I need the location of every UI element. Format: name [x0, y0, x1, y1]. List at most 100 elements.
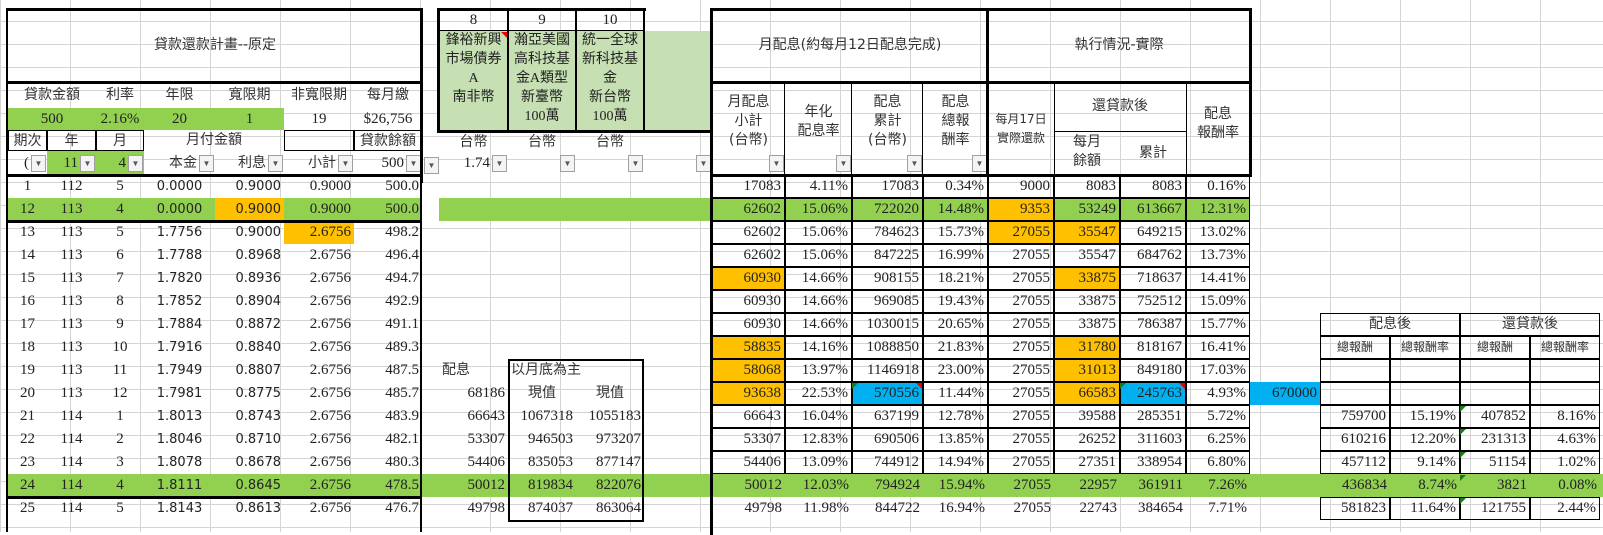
summary-cell[interactable]: 407852 [1460, 405, 1530, 428]
table-cell-m[interactable]: 11 [112, 362, 128, 378]
table-cell-rr[interactable]: 7.71% [1208, 500, 1247, 516]
summary-cell[interactable]: 610216 [1320, 428, 1390, 451]
table-cell-bal[interactable]: 478.5 [385, 477, 419, 493]
side-dividend[interactable]: 66643 [467, 408, 506, 424]
summary-cell[interactable] [1460, 382, 1530, 405]
table-cell-bal[interactable]: 482.1 [385, 431, 419, 447]
summary-cell[interactable]: 457112 [1320, 451, 1390, 474]
table-cell-rcum[interactable]: 613667 [1120, 198, 1186, 221]
table-cell-y[interactable]: 113 [60, 224, 83, 240]
table-cell-rep[interactable]: 27055 [1013, 477, 1052, 493]
table-cell-md[interactable]: 93638 [712, 382, 785, 405]
table-cell-tr[interactable]: 14.94% [923, 451, 988, 474]
summary-cell[interactable]: 759700 [1320, 405, 1390, 428]
table-cell-tr[interactable]: 11.44% [923, 382, 988, 405]
table-cell-cum[interactable]: 1088850 [852, 336, 923, 359]
summary-cell[interactable] [1320, 382, 1390, 405]
comment-marker-icon[interactable] [916, 383, 922, 389]
dividend-filter-dropdown[interactable]: ▼ [972, 155, 987, 172]
table-cell-md[interactable]: 60930 [712, 267, 785, 290]
table-cell-rem[interactable]: 31013 [1054, 359, 1120, 382]
comment-marker-icon[interactable] [1460, 498, 1466, 504]
table-cell-rep[interactable]: 27055 [988, 244, 1054, 267]
table-cell-int[interactable]: 0.8904 [235, 294, 282, 309]
param-value[interactable]: 1 [215, 108, 284, 130]
table-cell-sub[interactable]: 2.6756 [284, 221, 354, 244]
filter-dropdown-month[interactable]: ▼ [128, 155, 143, 172]
table-cell-int[interactable]: 0.8710 [235, 432, 282, 447]
table-cell-rr[interactable]: 13.73% [1186, 244, 1250, 267]
table-cell-cum[interactable]: 637199 [852, 405, 923, 428]
table-cell-rem[interactable]: 27351 [1054, 451, 1120, 474]
table-cell-sub[interactable]: 2.6756 [309, 293, 351, 309]
table-cell-tr[interactable]: 13.85% [923, 428, 988, 451]
table-cell-sub[interactable]: 2.6756 [309, 500, 351, 516]
table-cell-md[interactable]: 62602 [712, 221, 785, 244]
table-cell-rep[interactable]: 9353 [988, 198, 1054, 221]
side-pv1[interactable]: 1067318 [520, 408, 574, 424]
table-cell-p[interactable]: 16 [20, 293, 35, 309]
summary-cell[interactable] [1460, 359, 1530, 382]
table-cell-rem[interactable]: 8083 [1054, 175, 1120, 198]
table-cell-tr[interactable]: 16.99% [923, 244, 988, 267]
table-cell-md[interactable]: 49798 [744, 500, 783, 516]
side-dividend[interactable]: 53307 [467, 431, 506, 447]
summary-cell[interactable]: 51154 [1460, 451, 1530, 474]
table-cell-md[interactable]: 54406 [712, 451, 785, 474]
table-cell-bal[interactable]: 476.7 [385, 500, 419, 516]
table-cell-y[interactable]: 114 [60, 500, 83, 516]
table-cell-int[interactable]: 0.8936 [235, 271, 282, 286]
table-cell-p[interactable]: 18 [20, 339, 35, 355]
summary-cell[interactable]: 581823 [1320, 497, 1390, 520]
fund-filter-dropdown[interactable]: ▼ [560, 155, 575, 172]
table-cell-int[interactable]: 0.8872 [235, 317, 282, 332]
table-cell-rcum[interactable]: 285351 [1120, 405, 1186, 428]
table-cell-m[interactable]: 4 [116, 201, 124, 217]
table-cell-tr[interactable]: 23.00% [923, 359, 988, 382]
side-dividend[interactable]: 49798 [467, 500, 506, 516]
table-cell-md[interactable]: 17083 [712, 175, 785, 198]
table-cell-rr[interactable]: 5.72% [1186, 405, 1250, 428]
table-cell-cum[interactable]: 17083 [852, 175, 923, 198]
table-cell-m[interactable]: 5 [116, 224, 124, 240]
table-cell-y[interactable]: 114 [60, 408, 83, 424]
table-cell-m[interactable]: 5 [116, 500, 124, 516]
table-cell-int[interactable]: 0.8775 [235, 386, 282, 401]
table-cell-bal[interactable]: 494.7 [385, 270, 419, 286]
table-cell-y[interactable]: 113 [60, 293, 83, 309]
table-cell-sub[interactable]: 2.6756 [309, 431, 351, 447]
table-cell-md[interactable]: 62602 [712, 198, 785, 221]
table-cell-rep[interactable]: 9000 [988, 175, 1054, 198]
table-cell-ar[interactable]: 15.06% [785, 244, 852, 267]
table-cell-cum[interactable]: 844722 [875, 500, 920, 516]
table-cell-cum[interactable]: 847225 [852, 244, 923, 267]
table-cell-rem[interactable]: 31780 [1054, 336, 1120, 359]
filter-dropdown-balance[interactable]: ▼ [406, 155, 421, 172]
table-cell-bal[interactable]: 492.9 [385, 293, 419, 309]
table-cell-md[interactable]: 58068 [712, 359, 785, 382]
table-cell-m[interactable]: 3 [116, 454, 124, 470]
table-cell-prin[interactable]: 1.7981 [156, 386, 203, 401]
table-cell-y[interactable]: 113 [60, 385, 83, 401]
table-cell-int[interactable]: 0.8613 [235, 501, 282, 516]
summary-cell[interactable] [1530, 382, 1600, 405]
side-pv2[interactable]: 877147 [596, 454, 641, 470]
table-cell-rcum[interactable]: 818167 [1120, 336, 1186, 359]
side-pv2[interactable]: 973207 [596, 431, 641, 447]
summary-cell[interactable]: 1.02% [1530, 451, 1600, 474]
fund-filter-dropdown[interactable]: ▼ [696, 155, 711, 172]
table-cell-tr[interactable]: 0.34% [923, 175, 988, 198]
table-cell-ar[interactable]: 11.98% [803, 500, 849, 516]
table-cell-int[interactable]: 0.9000 [235, 225, 282, 240]
table-cell-rr[interactable]: 4.93% [1186, 382, 1250, 405]
table-cell-rcum[interactable]: 384654 [1138, 500, 1183, 516]
side-pv2[interactable]: 822076 [596, 477, 641, 493]
table-cell-sub[interactable]: 2.6756 [309, 385, 351, 401]
table-cell-ar[interactable]: 14.66% [785, 290, 852, 313]
table-cell-sub[interactable]: 0.9000 [309, 178, 351, 194]
table-cell-sub[interactable]: 2.6756 [309, 477, 351, 493]
dividend-filter-dropdown[interactable]: ▼ [836, 155, 851, 172]
table-cell-p[interactable]: 1 [23, 178, 32, 194]
table-cell-int[interactable]: 0.8840 [235, 340, 282, 355]
table-cell-p[interactable]: 15 [20, 270, 35, 286]
